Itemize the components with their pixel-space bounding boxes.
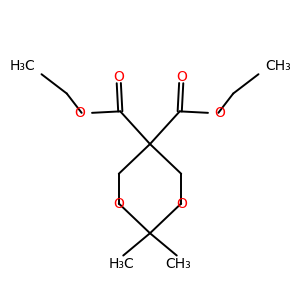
Text: CH₃: CH₃	[165, 257, 191, 271]
Text: H₃C: H₃C	[109, 257, 135, 271]
Text: O: O	[176, 70, 187, 84]
Text: O: O	[176, 196, 187, 211]
Text: H₃C: H₃C	[9, 59, 35, 73]
Text: O: O	[113, 70, 124, 84]
Text: O: O	[113, 196, 124, 211]
Text: O: O	[214, 106, 225, 120]
Text: CH₃: CH₃	[265, 59, 291, 73]
Text: O: O	[75, 106, 86, 120]
